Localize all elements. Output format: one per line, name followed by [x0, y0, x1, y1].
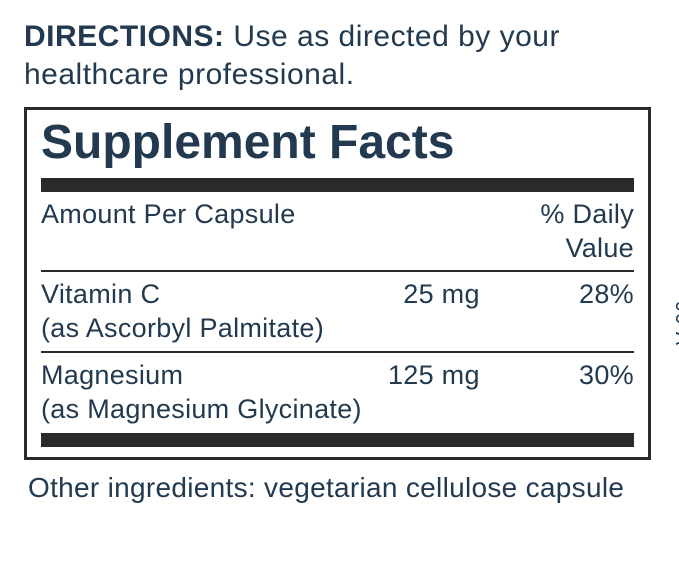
nutrient-sub: (as Ascorbyl Palmitate)	[41, 312, 634, 352]
facts-table: Amount Per Capsule % Daily Value Vitamin…	[41, 192, 634, 433]
nutrient-name: Magnesium	[41, 353, 326, 393]
side-code: V-06	[673, 300, 679, 345]
rule-thick-bottom	[41, 433, 634, 447]
panel-title: Supplement Facts	[41, 118, 634, 168]
header-dv: % Daily Value	[480, 192, 634, 270]
nutrient-amount: 125 mg	[326, 353, 480, 393]
nutrient-dv: 28%	[480, 272, 634, 312]
table-row: Magnesium 125 mg 30%	[41, 353, 634, 393]
table-row-sub: (as Magnesium Glycinate)	[41, 393, 634, 433]
directions-block: DIRECTIONS: Use as directed by your heal…	[24, 18, 651, 93]
nutrient-amount: 25 mg	[326, 272, 480, 312]
table-row: Vitamin C 25 mg 28%	[41, 272, 634, 312]
directions-label: DIRECTIONS:	[24, 20, 225, 53]
nutrient-name: Vitamin C	[41, 272, 326, 312]
table-header-row: Amount Per Capsule % Daily Value	[41, 192, 634, 270]
nutrient-sub: (as Magnesium Glycinate)	[41, 393, 634, 433]
nutrient-dv: 30%	[480, 353, 634, 393]
other-ingredients: Other ingredients: vegetarian cellulose …	[24, 470, 651, 505]
supplement-facts-panel: Supplement Facts Amount Per Capsule % Da…	[24, 107, 651, 460]
header-serving: Amount Per Capsule	[41, 192, 480, 270]
table-row-sub: (as Ascorbyl Palmitate)	[41, 312, 634, 352]
rule-thick-top	[41, 178, 634, 192]
